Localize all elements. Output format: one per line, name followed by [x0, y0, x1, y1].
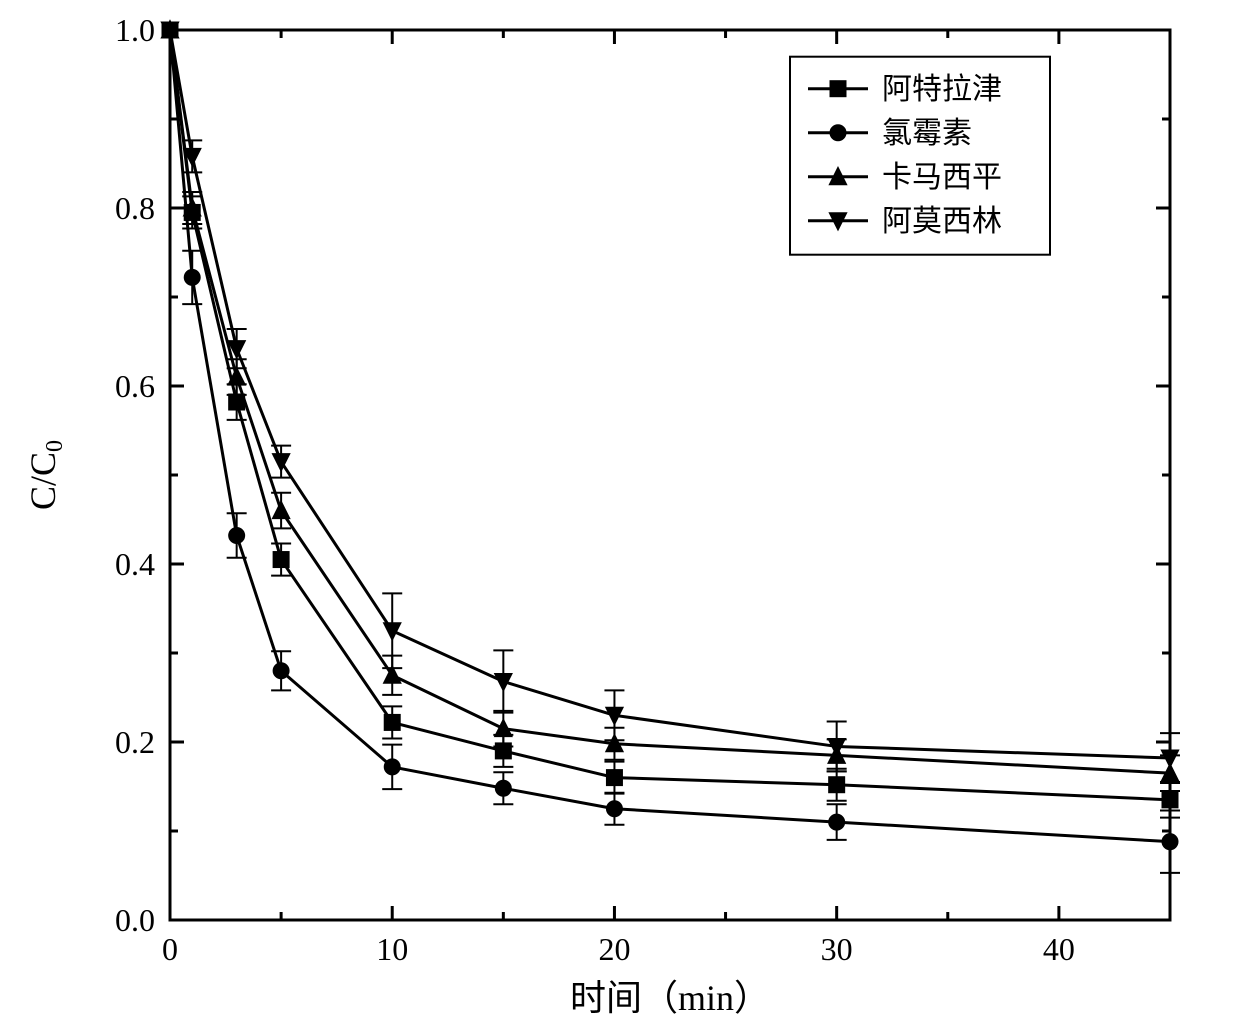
marker-circle [830, 125, 846, 141]
y-axis-title: C/C0 [23, 440, 68, 510]
marker-circle [229, 528, 245, 544]
ytick-label: 0.0 [115, 902, 155, 938]
xtick-label: 0 [162, 931, 178, 967]
marker-circle [184, 269, 200, 285]
marker-square [273, 552, 289, 568]
marker-circle [1162, 834, 1178, 850]
marker-triangle-up [272, 501, 290, 519]
ytick-label: 0.8 [115, 190, 155, 226]
ytick-label: 1.0 [115, 12, 155, 48]
marker-triangle-down [383, 623, 401, 641]
marker-circle [606, 801, 622, 817]
series-line [170, 30, 1170, 800]
xtick-label: 20 [598, 931, 630, 967]
legend-label: 氯霉素 [882, 117, 972, 150]
xtick-label: 30 [821, 931, 853, 967]
chart-container: 0 10 20 30 40 0.0 0.2 0.4 0.6 0.8 1.0 时间（min） C/C0 阿特… [0, 0, 1245, 1036]
legend-label: 阿莫西林 [882, 205, 1002, 238]
marker-square [606, 770, 622, 786]
series-阿莫西林 [161, 22, 1180, 783]
ytick-label: 0.6 [115, 368, 155, 404]
series-line [170, 30, 1170, 773]
marker-circle [495, 780, 511, 796]
series-line [170, 30, 1170, 758]
marker-circle [384, 759, 400, 775]
marker-triangle-up [495, 719, 513, 737]
xtick-label: 40 [1043, 931, 1075, 967]
ytick-label: 0.2 [115, 724, 155, 760]
series-line [170, 30, 1170, 842]
marker-circle [273, 663, 289, 679]
marker-square [829, 777, 845, 793]
x-axis-title: 时间（min） [570, 978, 770, 1018]
series-卡马西平 [161, 20, 1180, 791]
legend: 阿特拉津氯霉素卡马西平阿莫西林 [790, 57, 1050, 255]
marker-square [1162, 792, 1178, 808]
xtick-label: 10 [376, 931, 408, 967]
ytick-label: 0.4 [115, 546, 155, 582]
legend-label: 阿特拉津 [882, 73, 1002, 106]
marker-square [384, 714, 400, 730]
marker-square [830, 81, 846, 97]
legend-label: 卡马西平 [882, 161, 1002, 194]
series-氯霉素 [162, 22, 1180, 873]
plot-frame [170, 30, 1170, 920]
chart-svg: 0 10 20 30 40 0.0 0.2 0.4 0.6 0.8 1.0 时间（min） C/C0 阿特… [0, 0, 1245, 1036]
marker-circle [829, 814, 845, 830]
